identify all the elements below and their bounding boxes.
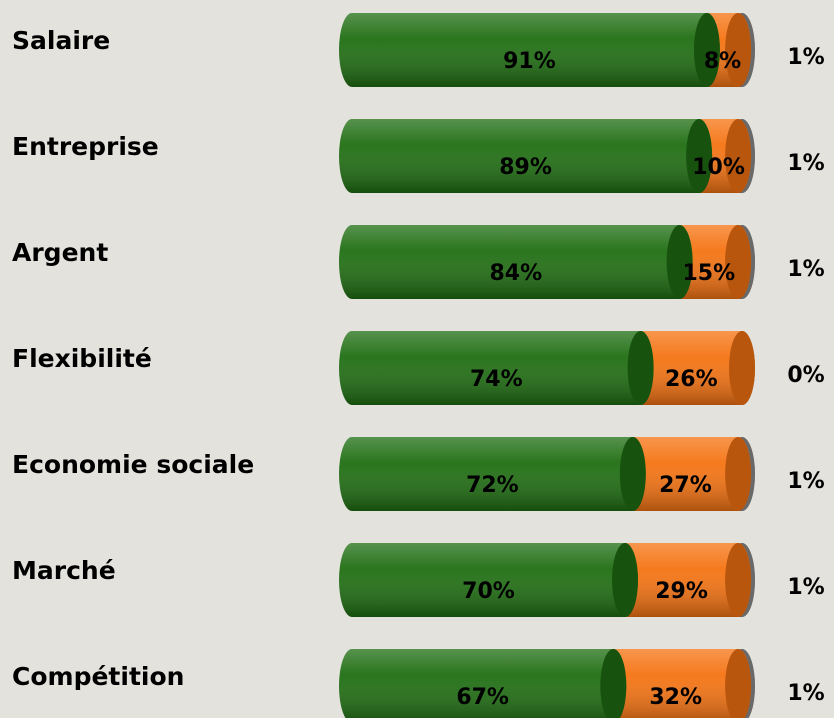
- value-label: 72%: [466, 473, 519, 498]
- bar-cap: [619, 437, 646, 511]
- category-label: Flexibilité: [12, 344, 152, 373]
- value-label: 15%: [683, 261, 736, 286]
- bar-shade: [339, 437, 646, 511]
- value-label: 74%: [470, 367, 523, 392]
- value-label: 8%: [704, 49, 741, 74]
- bar-cap: [729, 331, 755, 405]
- bar-cap: [612, 543, 638, 617]
- bar-cap: [725, 649, 752, 718]
- bar-cap: [725, 437, 752, 511]
- value-label: 1%: [787, 469, 824, 494]
- bar-shade: [339, 649, 627, 718]
- value-label: 32%: [649, 685, 702, 710]
- value-label: 0%: [787, 363, 824, 388]
- value-label: 1%: [787, 575, 824, 600]
- bar-shade: [619, 437, 752, 511]
- bar-shade: [627, 331, 755, 405]
- category-label: Argent: [12, 238, 108, 267]
- value-label: 27%: [659, 473, 712, 498]
- category-label: Entreprise: [12, 132, 159, 161]
- bar-cap: [693, 13, 720, 87]
- bar-shade: [339, 543, 638, 617]
- value-label: 1%: [787, 45, 824, 70]
- value-label: 89%: [499, 155, 552, 180]
- bar-shade: [339, 119, 713, 193]
- bar-shade: [339, 225, 693, 299]
- bar-cap: [627, 331, 654, 405]
- bar-shade: [339, 331, 654, 405]
- bar-cap: [725, 543, 752, 617]
- category-label: Compétition: [12, 662, 184, 691]
- category-label: Salaire: [12, 26, 110, 55]
- category-label: Marché: [12, 556, 116, 585]
- value-label: 26%: [665, 367, 718, 392]
- bar-cap: [686, 119, 713, 193]
- bar-shade: [612, 543, 752, 617]
- value-label: 29%: [655, 579, 708, 604]
- bar-cap: [725, 225, 752, 299]
- value-label: 1%: [787, 681, 824, 706]
- bar-shade: [339, 13, 720, 87]
- bar-cap: [666, 225, 693, 299]
- bar-cap: [725, 13, 752, 87]
- bar-cap: [600, 649, 627, 718]
- value-label: 70%: [462, 579, 515, 604]
- value-label: 1%: [787, 151, 824, 176]
- value-label: 91%: [503, 49, 556, 74]
- value-label: 10%: [692, 155, 745, 180]
- value-label: 1%: [787, 257, 824, 282]
- bar-shade: [600, 649, 752, 718]
- value-label: 67%: [456, 685, 509, 710]
- value-label: 84%: [489, 261, 542, 286]
- bar-cap: [725, 119, 752, 193]
- category-label: Economie sociale: [12, 450, 254, 479]
